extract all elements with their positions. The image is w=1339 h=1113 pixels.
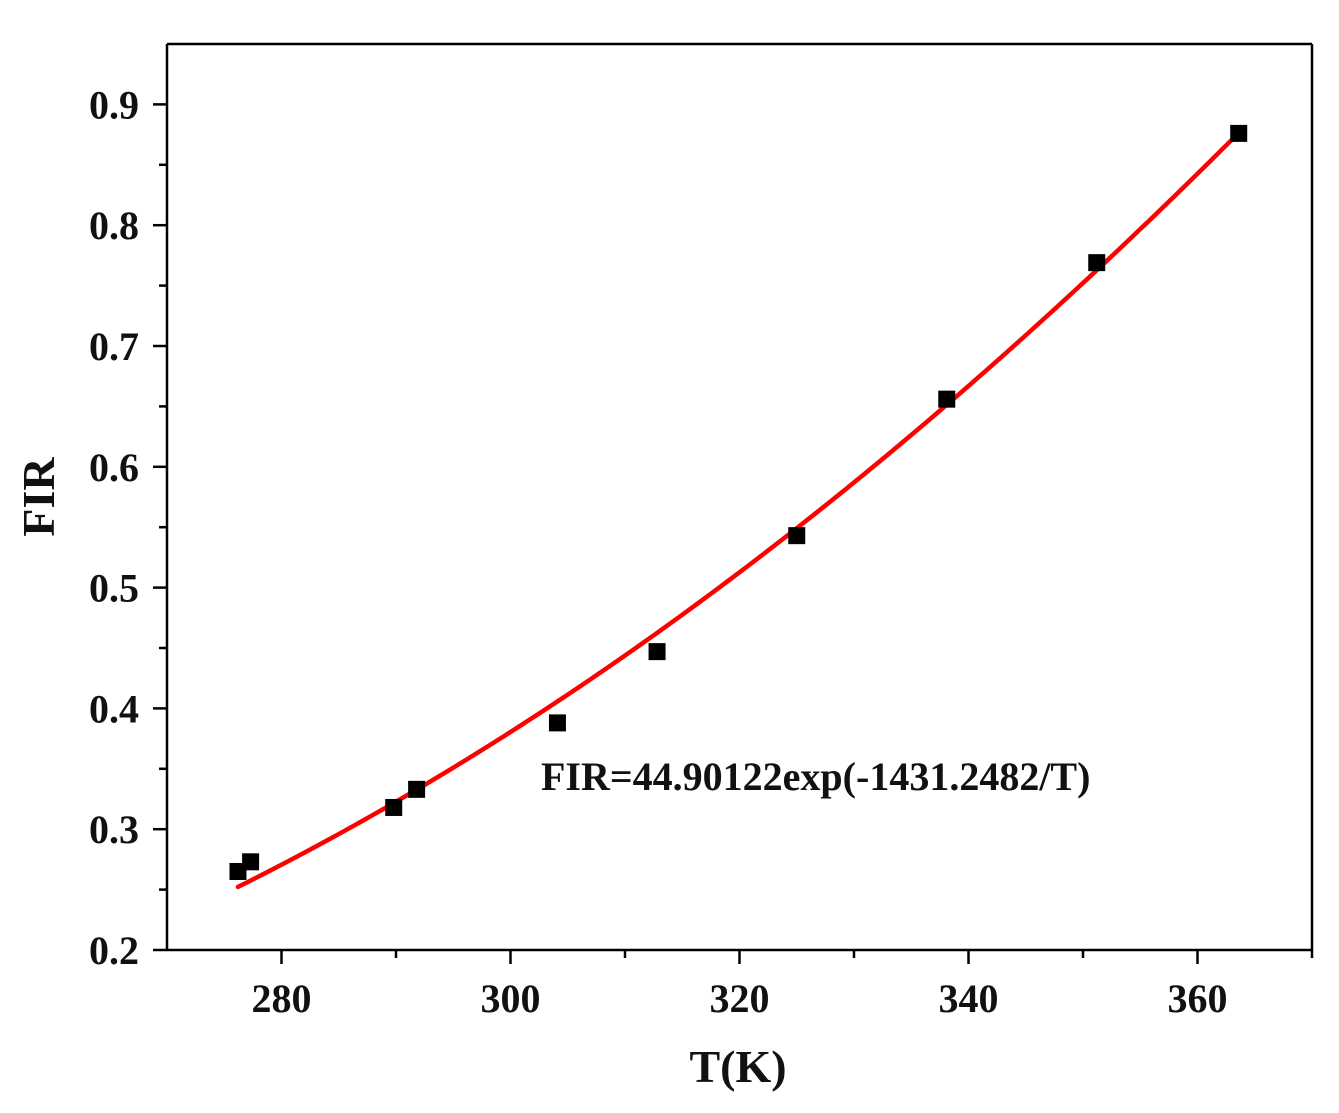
data-point [385, 798, 403, 816]
y-axis-title: FIR [13, 457, 64, 537]
x-tick-label: 300 [481, 976, 541, 1021]
data-point [648, 643, 666, 661]
data-points-group [229, 124, 1248, 880]
y-tick-label: 0.3 [89, 807, 139, 852]
y-tick-label: 0.2 [89, 928, 139, 973]
data-point [242, 853, 260, 871]
y-tick-label: 0.6 [89, 445, 139, 490]
data-point [788, 527, 806, 545]
y-tick-label: 0.7 [89, 324, 139, 369]
y-tick-label: 0.5 [89, 566, 139, 611]
plot-frame [165, 42, 1314, 952]
y-tick-label: 0.9 [89, 82, 139, 127]
data-point [408, 780, 426, 798]
y-tick-label: 0.4 [89, 686, 139, 731]
x-tick-label: 320 [710, 976, 770, 1021]
x-tick-label: 360 [1168, 976, 1228, 1021]
data-point [1230, 124, 1248, 142]
y-axis-ticks: 0.2 0.3 0.4 0.5 0.6 0.7 0.8 0.9 [89, 82, 167, 973]
data-point [1088, 254, 1106, 272]
x-axis-title: T(K) [689, 1041, 786, 1092]
y-tick-label: 0.8 [89, 203, 139, 248]
fit-curve-line [235, 130, 1241, 890]
x-axis-ticks: 280 300 320 340 360 [252, 950, 1314, 1021]
data-point [938, 390, 956, 408]
x-tick-label: 280 [252, 976, 312, 1021]
fit-equation-annotation: FIR=44.90122exp(-1431.2482/T) [541, 754, 1090, 799]
data-point [548, 714, 566, 732]
fit-curve-group [235, 130, 1241, 890]
x-tick-label: 340 [939, 976, 999, 1021]
